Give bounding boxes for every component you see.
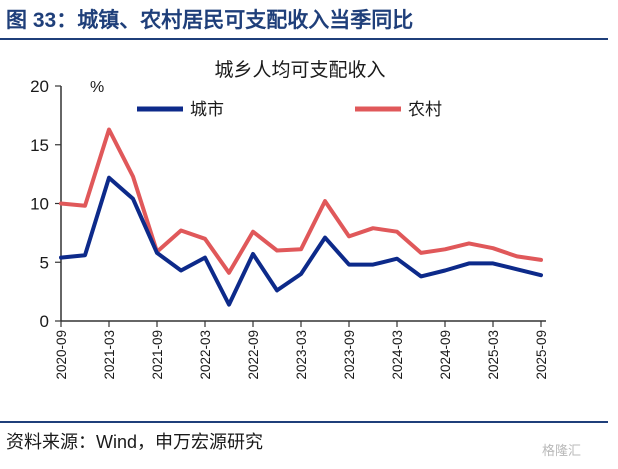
x-tick-label: 2025-09 [534,330,549,380]
x-tick-label: 2022-09 [246,330,261,380]
x-tick-label: 2024-09 [438,330,453,380]
watermark: 格隆汇 [542,443,582,458]
bottom-rule [0,421,608,423]
y-tick-label: 0 [40,312,49,331]
chart-title: 城乡人均可支配收入 [214,59,385,81]
legend-label-city: 城市 [190,100,224,119]
x-tick-label: 2023-09 [342,330,357,380]
series-line-rural [59,127,543,275]
x-tick-label: 2022-03 [198,330,213,380]
source-note: 资料来源：Wind，申万宏源研究 [6,432,264,452]
figure-title: 图 33：城镇、农村居民可支配收入当季同比 [6,9,414,32]
x-tick-label: 2024-03 [390,330,405,380]
y-tick-label: 15 [30,136,49,155]
x-tick-label: 2025-03 [486,330,501,380]
y-axis-unit: % [90,79,104,96]
top-rule [0,38,608,40]
series-line-city [59,175,543,307]
y-tick-label: 10 [30,195,49,214]
y-tick-label: 20 [30,77,49,96]
x-tick-label: 2021-09 [150,330,165,380]
x-tick-label: 2021-03 [102,330,117,380]
y-tick-label: 5 [40,253,49,272]
x-tick-label: 2020-09 [54,330,69,380]
legend: 城市 农村 [137,100,442,119]
legend-label-rural: 农村 [408,100,442,119]
x-tick-label: 2023-03 [294,330,309,380]
